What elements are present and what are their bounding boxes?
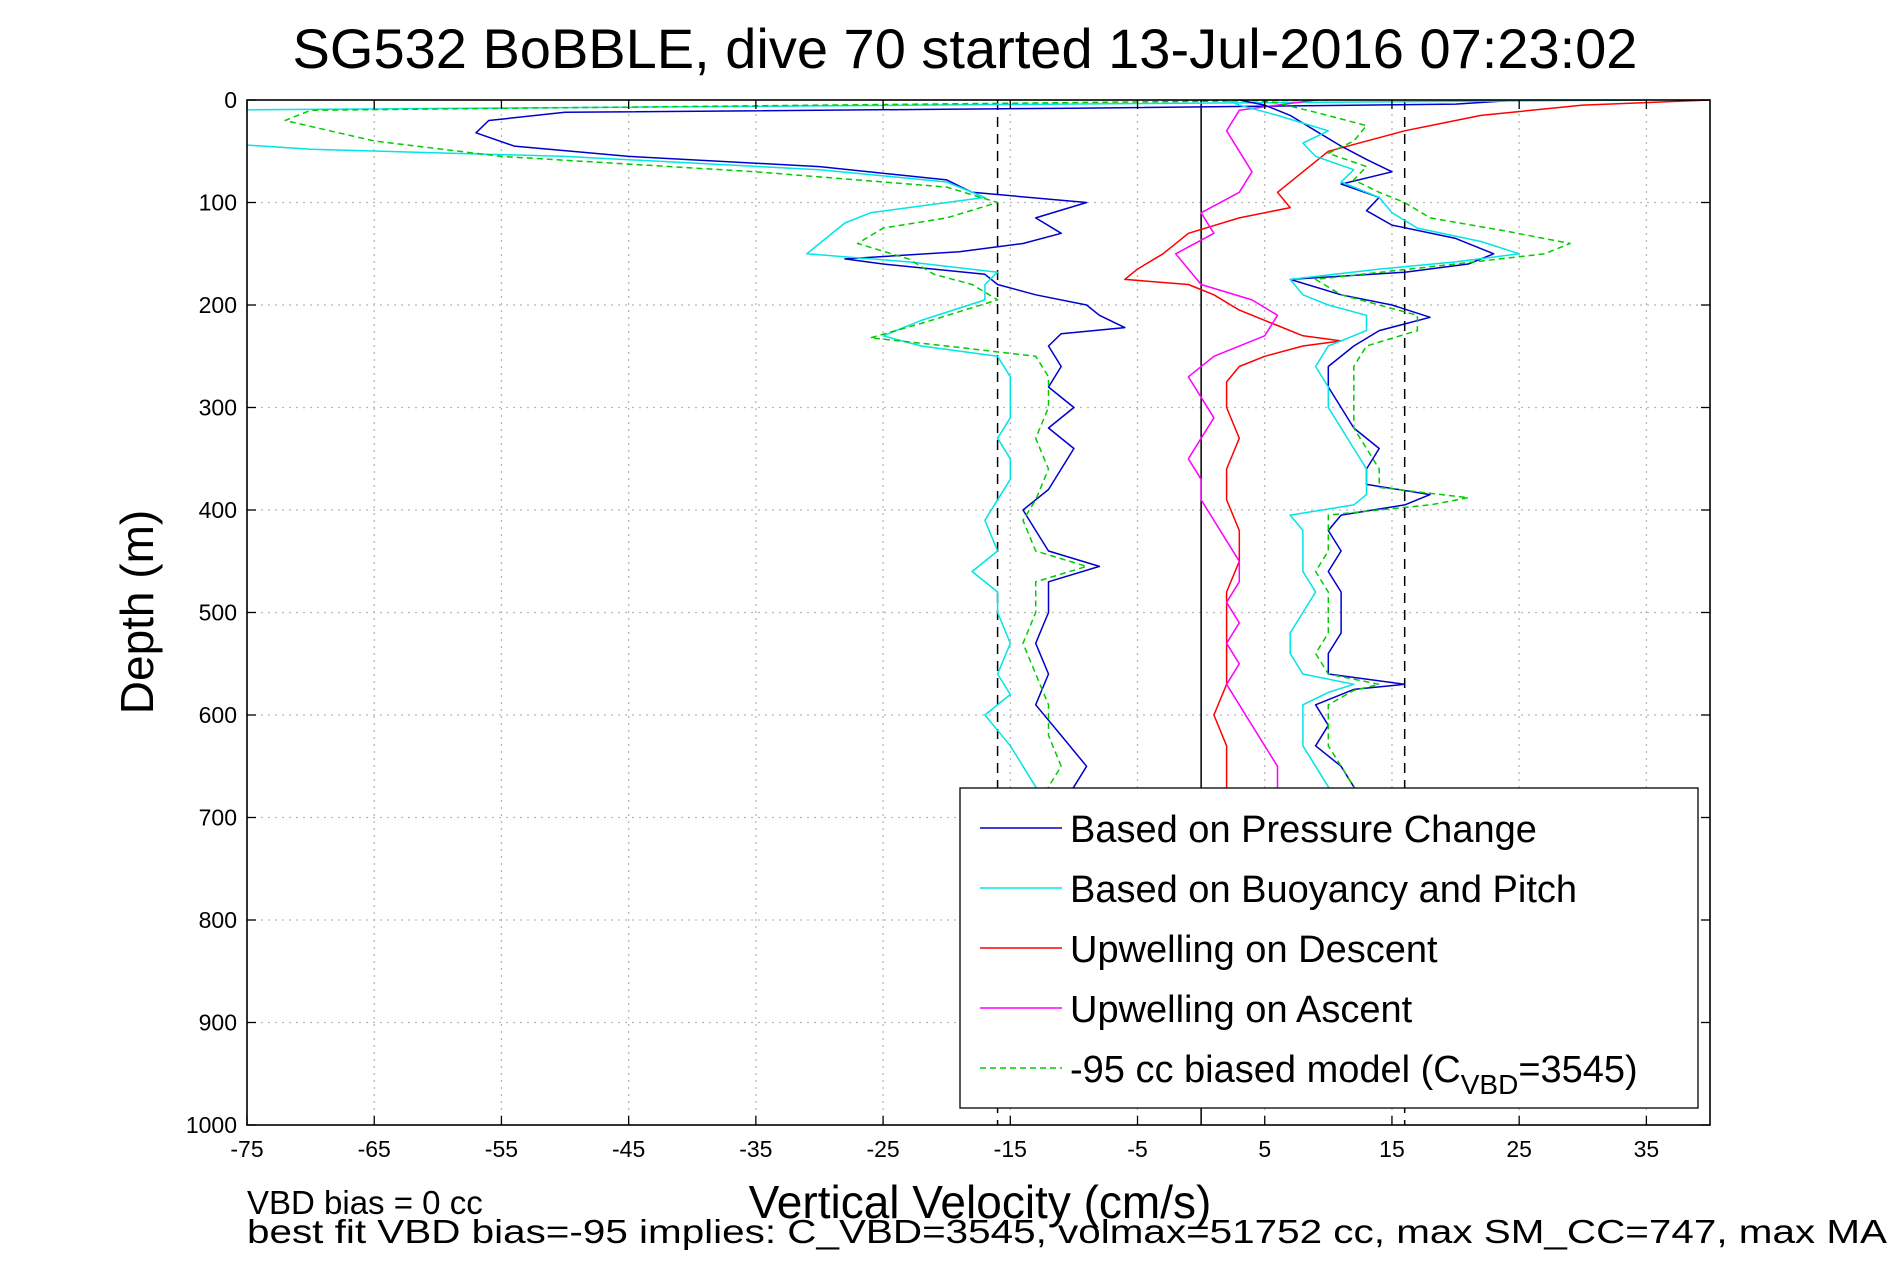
series-line — [1251, 100, 1571, 803]
series-line — [284, 100, 1329, 803]
y-axis-label: Depth (m) — [111, 510, 163, 714]
x-tick-labels: -75 -65 -55 -45 -35 -25 -15 -5 5 15 25 35 — [230, 1136, 1659, 1162]
x-tick-label: -15 — [994, 1136, 1027, 1162]
y-tick-label: 500 — [199, 600, 237, 626]
x-tick-label: 35 — [1634, 1136, 1660, 1162]
y-tick-label: 100 — [199, 190, 237, 216]
y-tick-labels: 0 100 200 300 400 500 600 700 800 900 1000 — [186, 87, 237, 1138]
legend-label: -95 cc biased model (CVBD=3545) — [1070, 1049, 1638, 1100]
x-tick-label: 5 — [1258, 1136, 1271, 1162]
y-tick-label: 700 — [199, 805, 237, 831]
legend: Based on Pressure Change Based on Buoyanc… — [959, 787, 1699, 1109]
series-line — [1124, 100, 1710, 803]
series-line — [1174, 100, 1316, 803]
legend-label: Based on Buoyancy and Pitch — [1070, 869, 1577, 911]
axis-ticks — [246, 99, 1710, 1126]
y-tick-label: 0 — [224, 87, 237, 113]
y-tick-label: 900 — [199, 1010, 237, 1036]
x-tick-label: 15 — [1379, 1136, 1405, 1162]
series-lines — [247, 100, 1710, 803]
x-tick-label: 25 — [1506, 1136, 1532, 1162]
series-line — [1226, 100, 1520, 803]
y-tick-label: 800 — [199, 907, 237, 933]
x-tick-label: -45 — [612, 1136, 645, 1162]
y-tick-label: 200 — [199, 292, 237, 318]
series-line — [1239, 100, 1495, 803]
y-tick-label: 600 — [199, 702, 237, 728]
legend-label: Upwelling on Ascent — [1070, 989, 1413, 1031]
footer-best-fit: best fit VBD bias=-95 implies: C_VBD=354… — [247, 1213, 1887, 1250]
legend-box — [959, 787, 1699, 1109]
x-tick-label: -25 — [866, 1136, 899, 1162]
x-tick-label: -55 — [485, 1136, 518, 1162]
legend-label: Upwelling on Descent — [1070, 929, 1438, 971]
y-tick-label: 1000 — [186, 1112, 237, 1138]
x-tick-label: -5 — [1127, 1136, 1147, 1162]
legend-label: Based on Pressure Change — [1070, 809, 1537, 851]
footer-vbd-bias: VBD bias = 0 cc — [247, 1184, 483, 1221]
x-tick-label: -65 — [358, 1136, 391, 1162]
x-tick-label: -75 — [230, 1136, 263, 1162]
chart-title: SG532 BoBBLE, dive 70 started 13-Jul-201… — [293, 17, 1638, 80]
series-line — [475, 100, 1520, 803]
series-line — [247, 100, 1647, 803]
x-tick-label: -35 — [739, 1136, 772, 1162]
x-axis-label: Vertical Velocity (cm/s) — [749, 1176, 1212, 1228]
y-tick-label: 400 — [199, 497, 237, 523]
y-tick-label: 300 — [199, 395, 237, 421]
